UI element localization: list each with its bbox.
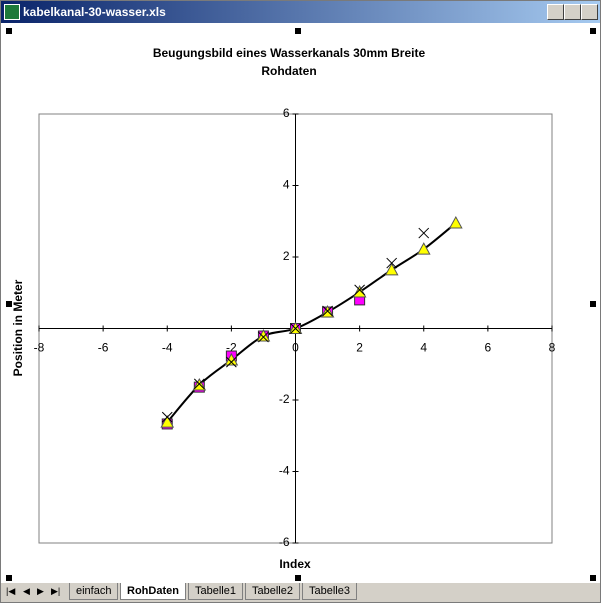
x-tick-label: 4 (420, 341, 427, 355)
selection-handle[interactable] (6, 28, 12, 34)
selection-handle[interactable] (590, 575, 596, 581)
x-tick-label: 2 (356, 341, 363, 355)
y-tick-label: 4 (283, 178, 290, 192)
y-tick-label: 6 (283, 106, 290, 120)
x-tick-label: 8 (549, 341, 556, 355)
y-tick-label: -4 (279, 464, 290, 478)
cross-marker (290, 323, 301, 334)
y-axis-label: Position in Meter (11, 279, 25, 376)
selection-handle[interactable] (295, 28, 301, 34)
maximize-button[interactable] (564, 4, 581, 20)
selection-handle[interactable] (295, 575, 301, 581)
triangle-marker (416, 242, 431, 255)
minimize-button[interactable] (547, 4, 564, 20)
x-tick-label: 0 (292, 341, 299, 355)
triangle-marker (256, 328, 271, 342)
sheet-tabs: |◀ ◀ ▶ ▶| einfach RohDaten Tabelle1 Tabelle… (1, 583, 600, 602)
cross-marker (193, 378, 205, 390)
x-tick-label: -8 (34, 341, 45, 355)
selection-handle[interactable] (6, 301, 12, 307)
tab-nav-last[interactable]: ▶| (51, 586, 61, 596)
x-tick-label: -2 (226, 341, 237, 355)
cross-marker (258, 331, 269, 343)
chart-subtitle: Rohdaten (261, 64, 316, 78)
sheet-tab[interactable]: RohDaten (120, 583, 186, 600)
triangle-marker (448, 215, 463, 229)
cross-marker (161, 411, 173, 423)
triangle-marker (160, 415, 175, 428)
sheet-tab[interactable]: einfach (69, 583, 119, 600)
x-tick-label: -4 (162, 341, 173, 355)
cross-marker (354, 284, 365, 296)
chart: Beugungsbild eines Wasserkanals 30mm Bre… (6, 28, 596, 581)
series-line (166, 222, 457, 423)
chart-title: Beugungsbild eines Wasserkanals 30mm Bre… (153, 46, 426, 60)
tab-nav-first[interactable]: |◀ (6, 586, 16, 596)
app-icon (4, 4, 20, 20)
y-tick-label: -6 (279, 535, 290, 549)
y-tick-label: 2 (283, 249, 290, 263)
cross-marker (386, 257, 398, 269)
window-title: kabelkanal-30-wasser.xls (23, 5, 166, 19)
triangle-marker (352, 284, 367, 298)
x-tick-label: 6 (485, 341, 492, 355)
selection-handle[interactable] (6, 575, 12, 581)
close-button[interactable] (581, 4, 598, 20)
cross-marker (322, 305, 333, 317)
x-axis-label: Index (279, 557, 311, 571)
sheet-tab[interactable]: Tabelle3 (302, 583, 357, 600)
x-tick-label: -6 (98, 341, 109, 355)
selection-handle[interactable] (590, 28, 596, 34)
selection-handle[interactable] (590, 301, 596, 307)
sheet-tab[interactable]: Tabelle1 (188, 583, 243, 600)
title-bar: kabelkanal-30-wasser.xls (1, 1, 600, 23)
sheet-tab[interactable]: Tabelle2 (245, 583, 300, 600)
tab-nav-next[interactable]: ▶ (37, 586, 44, 596)
cross-marker (418, 227, 430, 239)
cross-marker (226, 356, 237, 368)
y-tick-label: -2 (279, 392, 290, 406)
triangle-marker (384, 262, 399, 276)
tab-nav-prev[interactable]: ◀ (23, 586, 30, 596)
